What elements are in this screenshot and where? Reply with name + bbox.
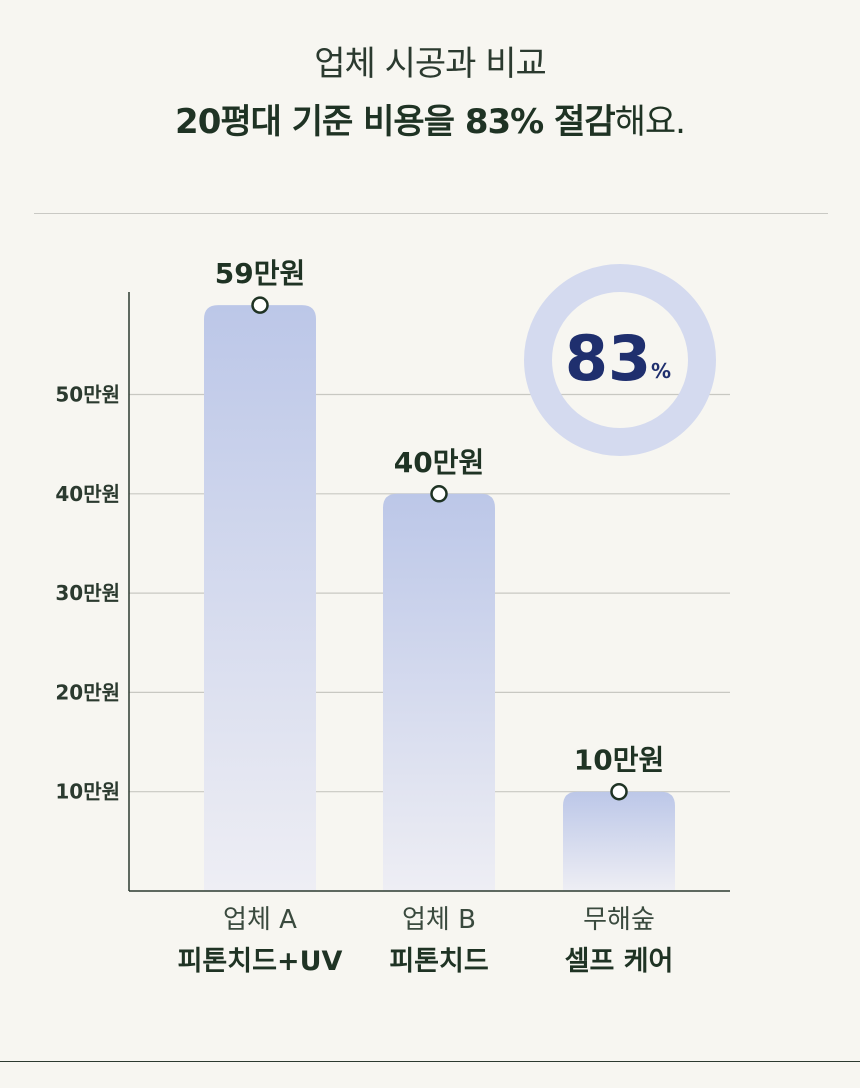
category-main-label-1: 피톤치드 xyxy=(389,946,488,977)
bar-marker-0 xyxy=(251,296,269,314)
y-tick-label: 30만원 xyxy=(55,581,120,605)
y-tick-label: 20만원 xyxy=(55,680,120,704)
axes xyxy=(128,292,730,892)
data-label-0: 59만원 xyxy=(215,257,306,290)
category-sub-label-0: 업체 A xyxy=(223,905,297,935)
chart-subtitle: 업체 시공과 비교 xyxy=(314,44,547,84)
badge-unit: % xyxy=(651,359,671,383)
headline-strong: 20평대 기준 비용을 83% 절감 xyxy=(175,102,616,142)
percent-badge: 83 % xyxy=(524,264,716,456)
y-tick-label: 10만원 xyxy=(55,780,120,804)
top-divider xyxy=(34,213,828,214)
headline-rest: 해요. xyxy=(614,102,686,142)
bar-2 xyxy=(563,791,675,891)
y-tick-label: 40만원 xyxy=(55,482,120,506)
y-tick-label: 50만원 xyxy=(55,383,120,407)
data-label-1: 40만원 xyxy=(394,446,485,479)
chart-header: 업체 시공과 비교 20평대 기준 비용을 83% 절감해요. xyxy=(0,38,860,150)
chart-headline: 20평대 기준 비용을 83% 절감해요. xyxy=(0,94,860,150)
category-sub-label-2: 무해숲 xyxy=(583,905,655,935)
badge-ring xyxy=(524,264,716,456)
category-main-label-2: 셀프 케어 xyxy=(565,946,674,977)
bottom-divider xyxy=(0,1061,860,1062)
bar-1 xyxy=(383,493,495,891)
badge-value: 83 xyxy=(565,322,651,395)
bar-marker-1 xyxy=(430,485,448,503)
category-main-label-0: 피톤치드+UV xyxy=(178,946,343,977)
category-sub-label-1: 업체 B xyxy=(402,905,476,935)
data-label-2: 10만원 xyxy=(574,744,665,777)
bar-0 xyxy=(204,305,316,891)
bars xyxy=(204,296,675,891)
bar-marker-2 xyxy=(610,782,628,801)
